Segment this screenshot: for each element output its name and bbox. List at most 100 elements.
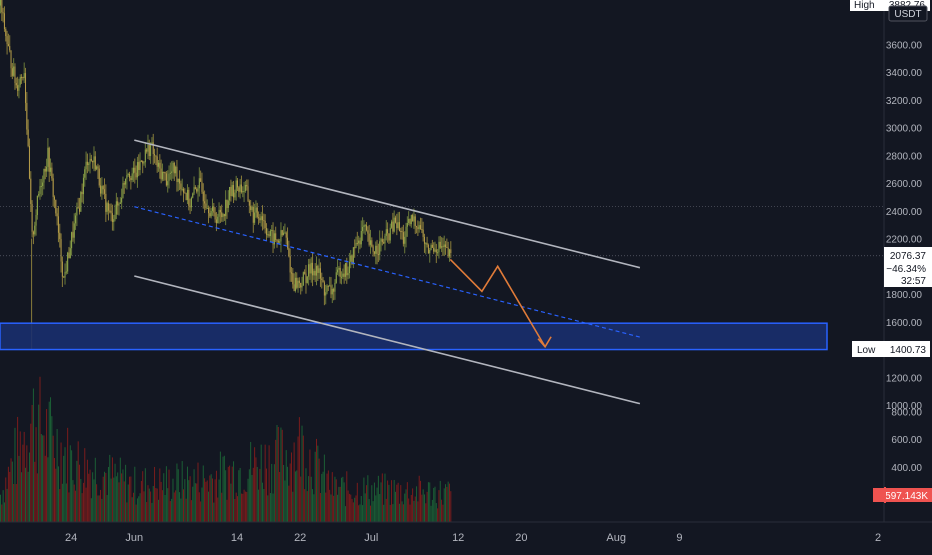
volume-bar bbox=[210, 474, 212, 522]
volume-bar bbox=[268, 445, 270, 522]
volume-bar bbox=[129, 476, 131, 522]
candle-body bbox=[254, 212, 256, 223]
candle-body bbox=[146, 149, 148, 152]
support-zone bbox=[0, 322, 828, 351]
price-tick-label: 3000.00 bbox=[886, 124, 923, 135]
drawings[interactable] bbox=[0, 139, 828, 405]
volume-bar bbox=[81, 493, 83, 522]
candle-body bbox=[175, 166, 177, 174]
volume-bar bbox=[84, 448, 86, 522]
last-price-value: 2076.37 bbox=[890, 251, 927, 262]
candle-body bbox=[222, 214, 224, 218]
candle-body bbox=[402, 232, 404, 244]
candle-body bbox=[366, 225, 368, 231]
volume-bar bbox=[410, 494, 412, 522]
candle-body bbox=[298, 280, 300, 283]
price-tick-label: 1600.00 bbox=[886, 318, 923, 329]
candle-body bbox=[217, 216, 219, 224]
candle-body bbox=[123, 183, 125, 185]
time-tick-label: 14 bbox=[231, 532, 243, 544]
candle-body bbox=[404, 236, 406, 244]
candle-body bbox=[413, 216, 415, 222]
projection-arrowhead bbox=[537, 336, 552, 349]
candle-body bbox=[100, 185, 102, 194]
volume-bar bbox=[326, 473, 328, 522]
volume-bar bbox=[213, 502, 215, 522]
volume-bar bbox=[352, 502, 354, 522]
candle-body bbox=[147, 145, 149, 152]
candle-body bbox=[348, 261, 350, 274]
volume-bar bbox=[302, 435, 304, 522]
volume-bar bbox=[431, 499, 433, 522]
candle-body bbox=[334, 282, 336, 292]
candle-body bbox=[109, 210, 111, 212]
volume-bar bbox=[165, 466, 167, 522]
volume-bar bbox=[235, 492, 237, 522]
candle-body bbox=[323, 282, 325, 296]
candle-body bbox=[139, 160, 141, 170]
candle-body bbox=[150, 144, 152, 156]
candle-body bbox=[296, 277, 298, 288]
candle-body bbox=[151, 142, 153, 145]
volume-bar bbox=[6, 488, 8, 522]
volume-bar bbox=[425, 503, 427, 522]
volume-bar bbox=[50, 397, 52, 522]
candle-body bbox=[305, 273, 307, 283]
candle-body bbox=[250, 205, 252, 211]
volume-bar bbox=[161, 490, 163, 522]
volume-bar bbox=[265, 468, 267, 522]
candle-body bbox=[1, 0, 3, 13]
candle-body bbox=[21, 76, 23, 78]
volume-bar bbox=[85, 487, 87, 522]
price-tick-label: 1800.00 bbox=[886, 290, 923, 301]
candle-body bbox=[84, 169, 86, 178]
volume-bar bbox=[269, 493, 271, 522]
currency-badge[interactable]: USDT bbox=[888, 5, 928, 22]
volume-bar bbox=[181, 461, 183, 522]
volume-bar bbox=[71, 450, 73, 522]
volume-bar bbox=[271, 463, 273, 522]
volume-bar bbox=[140, 480, 142, 522]
volume-bar bbox=[430, 505, 432, 522]
volume-bar bbox=[65, 483, 67, 522]
volume-bar bbox=[314, 451, 316, 522]
price-change-value: −46.34% bbox=[886, 264, 926, 275]
candle-body bbox=[284, 232, 286, 234]
candle-body bbox=[319, 268, 321, 279]
time-axis[interactable]: 24 Jun 14 22 Jul 12 20 Aug 9 2 bbox=[0, 521, 932, 544]
volume-bar bbox=[389, 504, 391, 522]
candle-body bbox=[161, 171, 163, 180]
candle-body bbox=[28, 145, 30, 179]
candle-body bbox=[281, 230, 283, 236]
candle-body bbox=[351, 255, 353, 265]
volume-bar bbox=[317, 445, 319, 522]
volume-bar bbox=[318, 458, 320, 522]
candle-body bbox=[73, 223, 75, 238]
volume-bar bbox=[171, 498, 173, 522]
volume-bar bbox=[231, 466, 233, 522]
volume-bar bbox=[159, 468, 161, 522]
volume-bar bbox=[35, 427, 37, 522]
candle-body bbox=[379, 241, 381, 255]
candle-body bbox=[171, 171, 173, 173]
candle-body bbox=[23, 73, 25, 79]
volume-bar bbox=[264, 444, 266, 522]
candle-body bbox=[414, 216, 416, 227]
candle-body bbox=[76, 207, 78, 216]
candle-body bbox=[40, 185, 42, 187]
candle-body bbox=[164, 172, 166, 174]
candle-body bbox=[354, 247, 356, 249]
volume-bar bbox=[412, 488, 414, 522]
candle-body bbox=[448, 249, 450, 257]
candle-body bbox=[381, 239, 383, 243]
candle-body bbox=[259, 218, 261, 221]
volume-bar bbox=[341, 477, 343, 522]
volume-bar bbox=[143, 491, 145, 522]
volume-bar bbox=[38, 404, 40, 522]
volume-bar bbox=[32, 388, 34, 522]
volume-bar bbox=[26, 445, 28, 522]
volume-bar bbox=[309, 449, 311, 522]
volume-bar bbox=[109, 454, 111, 522]
